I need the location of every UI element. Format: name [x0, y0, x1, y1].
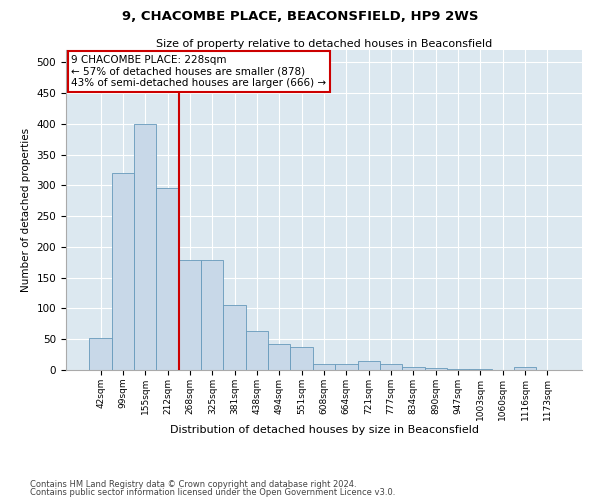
- Bar: [425, 368, 447, 370]
- Text: Contains public sector information licensed under the Open Government Licence v3: Contains public sector information licen…: [30, 488, 395, 497]
- Title: Size of property relative to detached houses in Beaconsfield: Size of property relative to detached ho…: [156, 39, 492, 49]
- Bar: [223, 306, 246, 370]
- Bar: [201, 260, 223, 370]
- Bar: [358, 362, 380, 370]
- Bar: [112, 173, 134, 370]
- Bar: [290, 347, 313, 370]
- Bar: [313, 364, 335, 370]
- Text: Contains HM Land Registry data © Crown copyright and database right 2024.: Contains HM Land Registry data © Crown c…: [30, 480, 356, 489]
- Bar: [335, 364, 358, 370]
- Text: 9, CHACOMBE PLACE, BEACONSFIELD, HP9 2WS: 9, CHACOMBE PLACE, BEACONSFIELD, HP9 2WS: [122, 10, 478, 23]
- Text: 9 CHACOMBE PLACE: 228sqm
← 57% of detached houses are smaller (878)
43% of semi-: 9 CHACOMBE PLACE: 228sqm ← 57% of detach…: [71, 55, 326, 88]
- Bar: [268, 344, 290, 370]
- Y-axis label: Number of detached properties: Number of detached properties: [21, 128, 31, 292]
- Bar: [179, 260, 201, 370]
- Bar: [89, 338, 112, 370]
- Bar: [402, 367, 425, 370]
- Bar: [380, 364, 402, 370]
- Bar: [134, 124, 157, 370]
- Bar: [246, 331, 268, 370]
- X-axis label: Distribution of detached houses by size in Beaconsfield: Distribution of detached houses by size …: [170, 426, 479, 436]
- Bar: [514, 367, 536, 370]
- Bar: [157, 188, 179, 370]
- Bar: [447, 369, 469, 370]
